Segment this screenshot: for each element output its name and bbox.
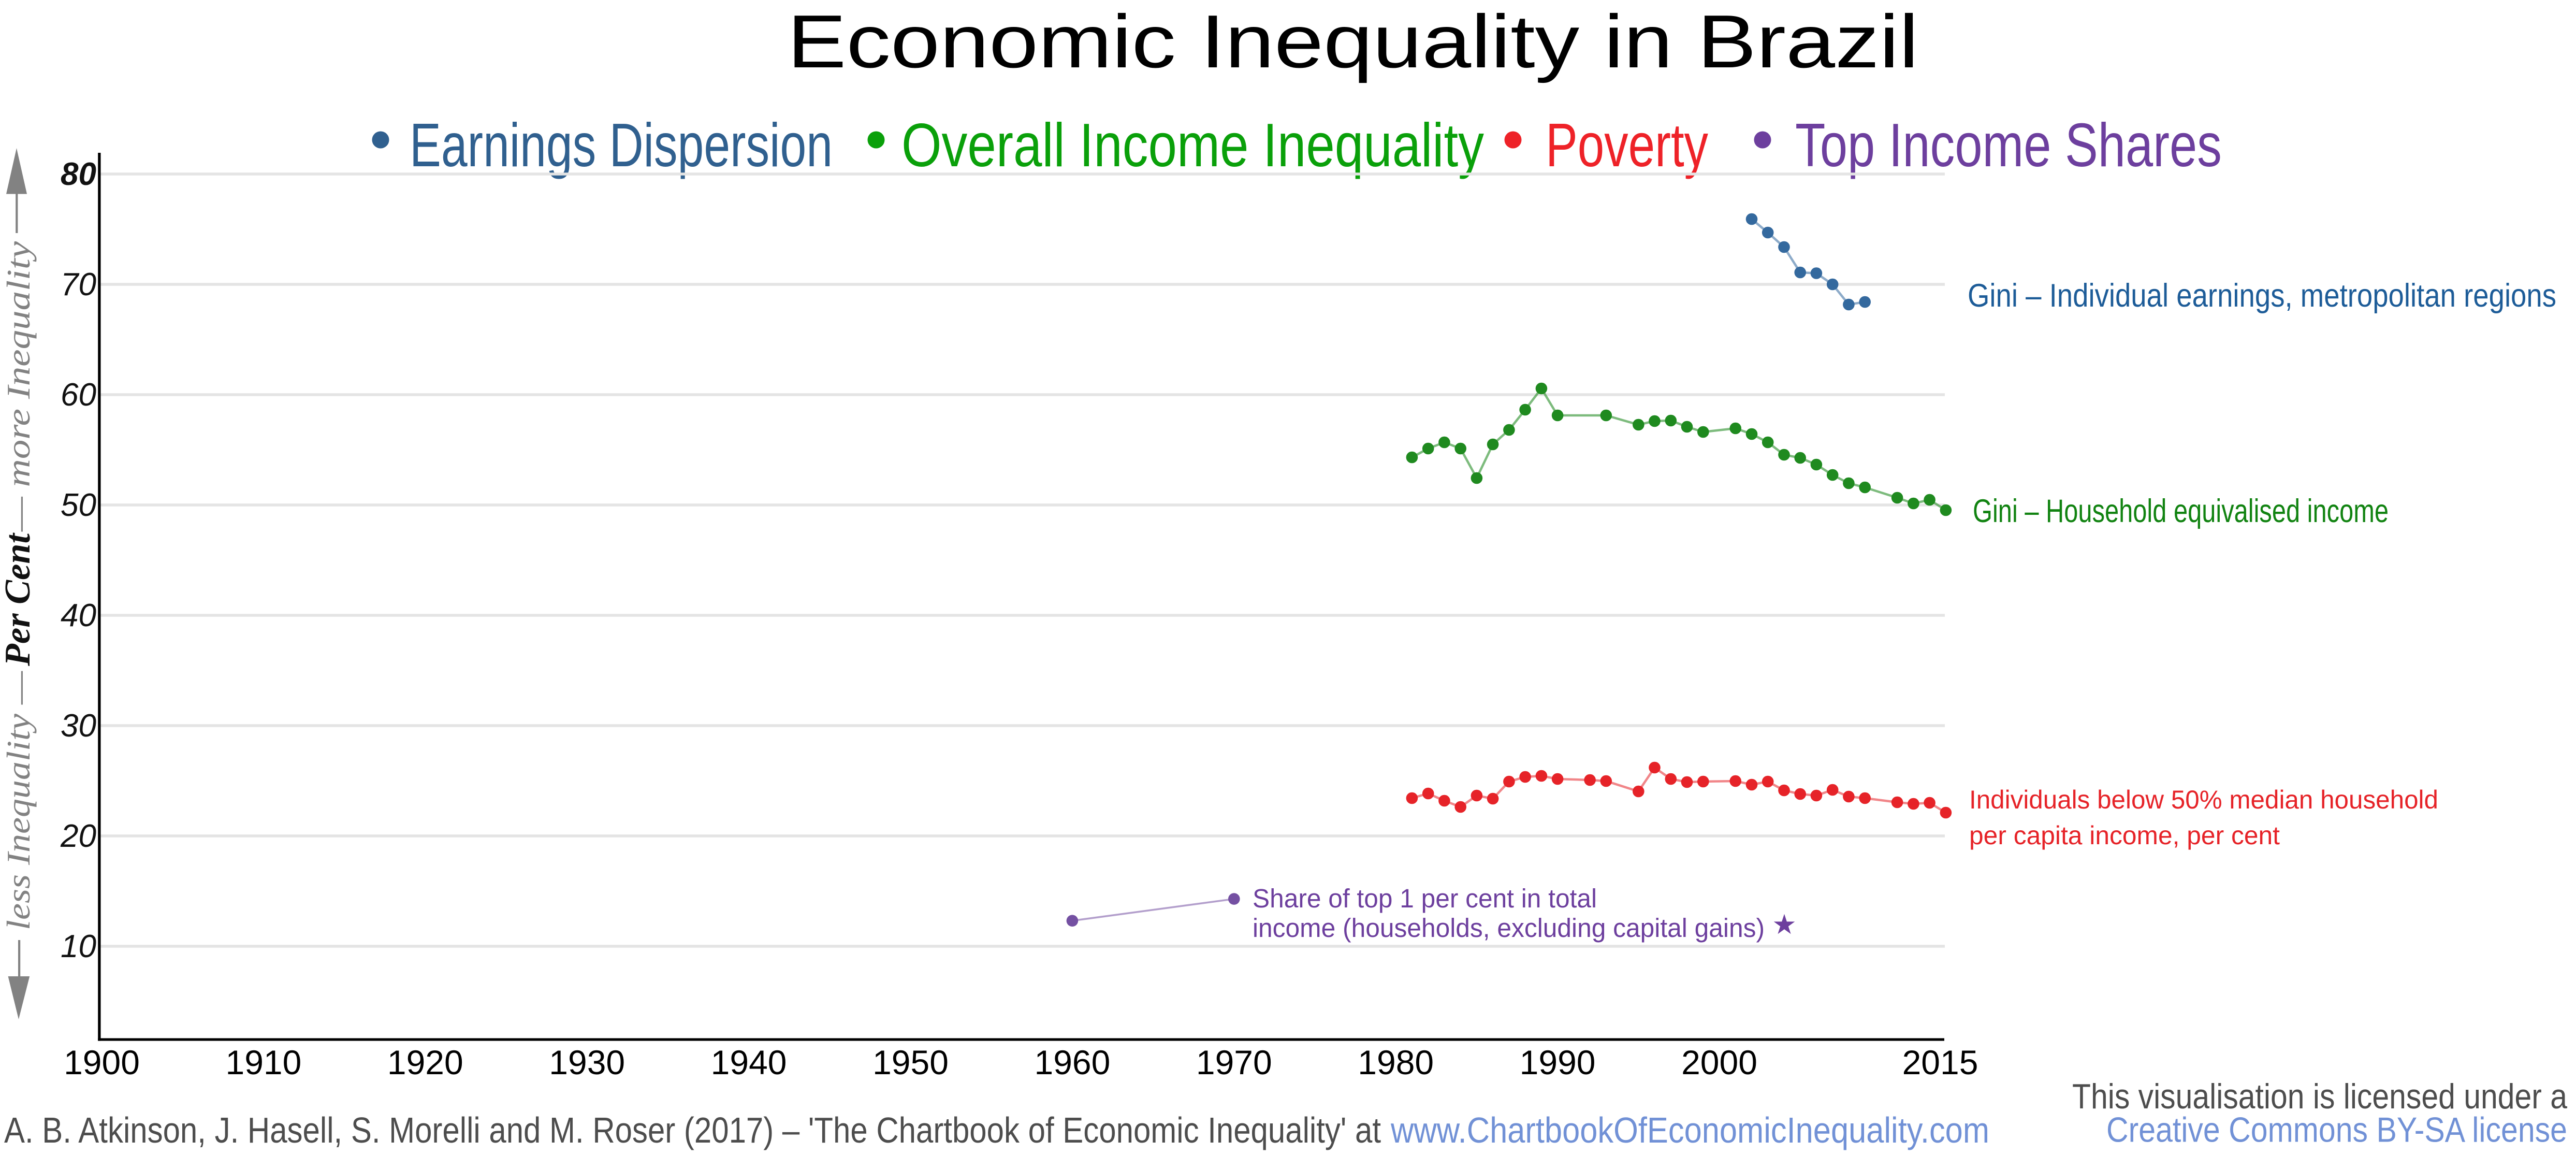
svg-text:1920: 1920 <box>387 1043 463 1081</box>
svg-text:less Inequality —: less Inequality — <box>0 671 37 930</box>
svg-text:40: 40 <box>61 598 96 633</box>
svg-text:1970: 1970 <box>1196 1043 1272 1081</box>
svg-text:Individuals below 50% median h: Individuals below 50% median household <box>1969 785 2438 814</box>
svg-text:Gini – Household equivalised i: Gini – Household equivalised income <box>1973 493 2389 529</box>
svg-text:1990: 1990 <box>1520 1043 1596 1081</box>
svg-text:20: 20 <box>60 818 96 854</box>
svg-text:60: 60 <box>61 377 96 413</box>
svg-text:50: 50 <box>61 487 96 523</box>
svg-text:70: 70 <box>61 267 96 302</box>
svg-text:1980: 1980 <box>1358 1043 1434 1081</box>
svg-text:per capita income, per cent: per capita income, per cent <box>1969 821 2280 850</box>
svg-text:1910: 1910 <box>225 1043 301 1081</box>
svg-text:Per Cent: Per Cent <box>0 532 38 667</box>
svg-text:Poverty: Poverty <box>1546 111 1708 180</box>
svg-text:Overall Income Inequality: Overall Income Inequality <box>901 111 1484 180</box>
svg-text:1930: 1930 <box>549 1043 625 1081</box>
svg-text:2000: 2000 <box>1681 1043 1757 1081</box>
svg-text:10: 10 <box>61 929 96 964</box>
svg-text:2015: 2015 <box>1902 1043 1978 1081</box>
svg-text:Earnings Dispersion: Earnings Dispersion <box>410 111 833 180</box>
svg-text:Gini – Individual earnings, me: Gini – Individual earnings, metropolitan… <box>1968 278 2556 314</box>
svg-text:— more Inequality: — more Inequality <box>0 241 37 532</box>
svg-text:This visualisation is licensed: This visualisation is licensed under a <box>2072 1077 2567 1116</box>
svg-text:1950: 1950 <box>872 1043 949 1081</box>
svg-text:80: 80 <box>61 156 96 192</box>
svg-text:1900: 1900 <box>64 1043 140 1081</box>
svg-text:Share of top 1 per cent in tot: Share of top 1 per cent in total <box>1253 884 1597 913</box>
svg-text:1960: 1960 <box>1034 1043 1110 1081</box>
svg-text:★: ★ <box>1772 909 1797 940</box>
svg-text:Creative Commons BY-SA license: Creative Commons BY-SA license <box>2106 1110 2567 1150</box>
svg-text:30: 30 <box>61 708 96 744</box>
svg-text:www.ChartbookOfEconomicInequal: www.ChartbookOfEconomicInequality.com <box>1390 1110 1989 1150</box>
svg-text:Economic Inequality in Brazil: Economic Inequality in Brazil <box>788 0 1919 83</box>
svg-text:Top Income Shares: Top Income Shares <box>1795 111 2222 180</box>
svg-text:income (households, excluding: income (households, excluding capital ga… <box>1253 913 1765 943</box>
svg-text:1940: 1940 <box>711 1043 787 1081</box>
svg-text:A. B. Atkinson, J. Hasell, S.: A. B. Atkinson, J. Hasell, S. Morelli an… <box>4 1110 1381 1150</box>
